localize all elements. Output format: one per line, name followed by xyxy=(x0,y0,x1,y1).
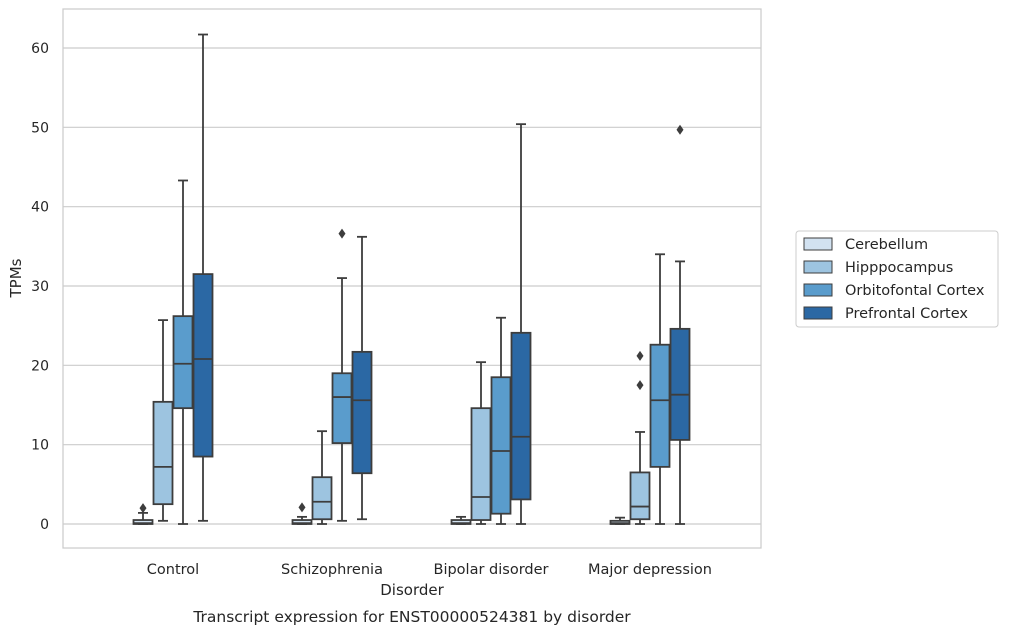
box-0-3 xyxy=(609,516,631,525)
y-ticks: 0 10 20 30 40 50 60 xyxy=(31,41,49,533)
chart-caption: Transcript expression for ENST0000052438… xyxy=(192,608,631,626)
box-body xyxy=(510,331,532,501)
box-body xyxy=(629,471,651,521)
legend-swatch xyxy=(803,283,833,297)
box-body xyxy=(331,372,353,444)
box-2-1 xyxy=(331,228,353,522)
legend-label: Orbitofontal Cortex xyxy=(845,283,985,299)
box-body xyxy=(490,376,512,515)
y-axis-label: TPMs xyxy=(7,258,25,298)
box-2-2 xyxy=(490,316,512,525)
legend-swatch xyxy=(803,237,833,251)
box-1-0 xyxy=(152,319,174,522)
y-tick-label: 60 xyxy=(31,41,49,57)
outlier-point xyxy=(676,124,684,135)
legend-label: Prefrontal Cortex xyxy=(845,306,968,322)
box-body xyxy=(649,343,671,468)
legend-swatch xyxy=(803,260,833,274)
outlier-point xyxy=(139,503,147,514)
box-1-1 xyxy=(311,430,333,525)
box-body xyxy=(669,327,691,441)
box-0-2 xyxy=(450,515,472,525)
box-body xyxy=(470,407,492,521)
box-body xyxy=(311,476,333,521)
box-body xyxy=(351,350,373,475)
box-body xyxy=(192,273,214,458)
legend-label: Hipppocampus xyxy=(845,260,953,276)
legend-swatch xyxy=(803,306,833,320)
legend-label: Cerebellum xyxy=(845,237,928,253)
outlier-point xyxy=(636,380,644,391)
box-0-0 xyxy=(132,503,154,525)
box-3-1 xyxy=(351,235,373,521)
box-1-2 xyxy=(470,361,492,525)
outlier-point xyxy=(298,502,306,513)
y-tick-label: 20 xyxy=(31,358,49,374)
box-body xyxy=(152,400,174,506)
y-tick-label: 40 xyxy=(31,200,49,216)
x-axis-label: Disorder xyxy=(380,581,444,599)
y-tick-label: 0 xyxy=(40,517,49,533)
x-ticks: Control Schizophrenia Bipolar disorder Majo… xyxy=(147,562,712,578)
outlier-point xyxy=(636,350,644,361)
y-tick-label: 50 xyxy=(31,120,49,136)
x-tick-label: Schizophrenia xyxy=(281,562,383,578)
box-2-3 xyxy=(649,253,671,525)
box-3-3 xyxy=(669,124,691,525)
box-body xyxy=(172,315,194,410)
box-0-1 xyxy=(291,502,313,525)
x-tick-label: Bipolar disorder xyxy=(434,562,549,578)
legend-frame xyxy=(795,230,999,328)
x-tick-label: Control xyxy=(147,562,199,578)
legend: Cerebellum Hipppocampus Orbitofontal Corte… xyxy=(795,230,999,328)
y-tick-label: 10 xyxy=(31,438,49,454)
box-3-0 xyxy=(192,33,214,522)
x-tick-label: Major depression xyxy=(588,562,712,578)
plot-frame xyxy=(62,8,762,549)
outlier-point xyxy=(338,228,346,239)
boxes xyxy=(132,33,691,525)
box-1-3 xyxy=(629,350,651,525)
box-2-0 xyxy=(172,179,194,525)
box-3-2 xyxy=(510,123,532,525)
y-tick-label: 30 xyxy=(31,279,49,295)
